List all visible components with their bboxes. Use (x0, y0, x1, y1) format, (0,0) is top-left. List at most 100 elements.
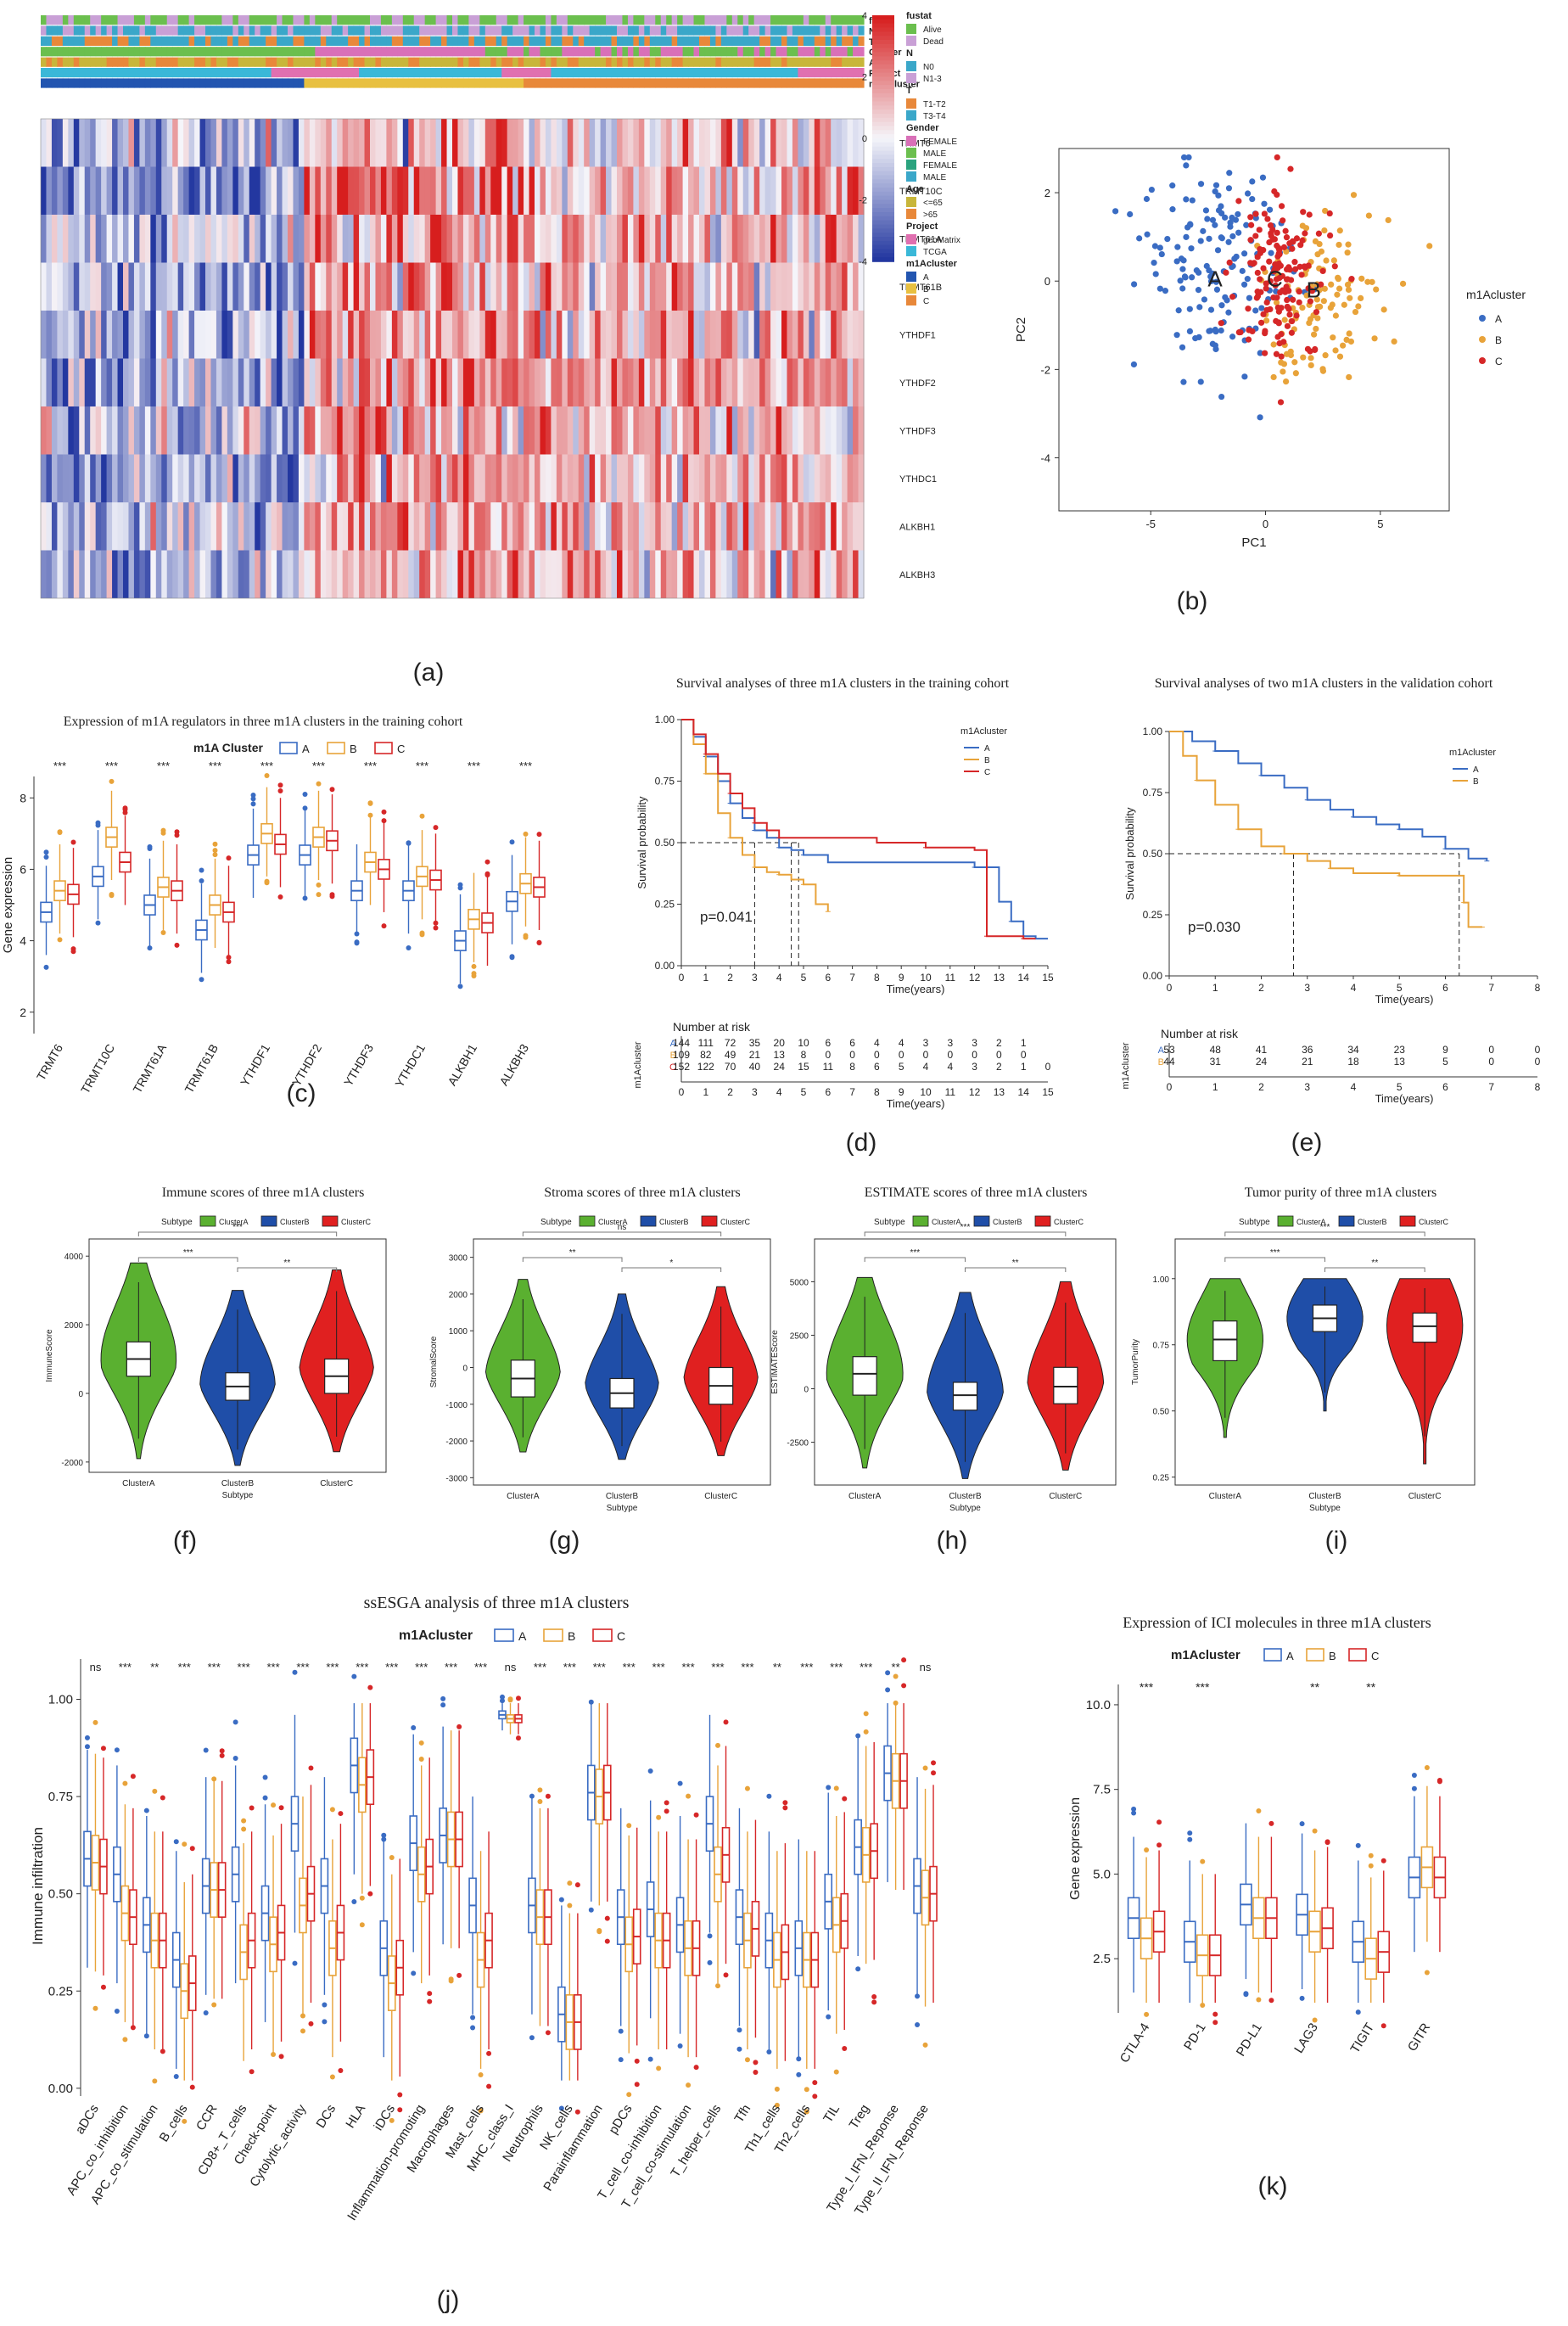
heatmap-cell (671, 454, 678, 502)
heatmap-cell (359, 262, 366, 311)
track-cell (627, 15, 634, 25)
heatmap-cell (518, 502, 524, 551)
track-cell (353, 25, 360, 36)
track-cell (133, 57, 140, 67)
risk-row-name: A (1158, 1045, 1165, 1056)
box-CTLA-4-B-outlier (1144, 2011, 1150, 2017)
box-YTHDF2-B-outlier (316, 892, 322, 898)
heatmap-cell (512, 358, 519, 406)
pca-point-B (1308, 355, 1314, 362)
heatmap-cell (573, 262, 580, 311)
heatmap-cell (567, 550, 574, 598)
heatmap-cell (424, 502, 431, 551)
track-cell (535, 68, 541, 78)
legend-box-A (1263, 1648, 1282, 1662)
legend-dot-B (1479, 336, 1486, 343)
track-cell (79, 68, 86, 78)
track-cell (337, 68, 344, 78)
heatmap-cell (825, 454, 832, 502)
heatmap-cell (271, 119, 277, 167)
heatmap-cell (479, 550, 486, 598)
heatmap-cell (375, 215, 382, 263)
heatmap-cell (776, 166, 782, 215)
significance-label: *** (741, 1661, 753, 1673)
heatmap-cell (644, 262, 651, 311)
box-Neutrophils-B-outlier (537, 1787, 543, 1793)
heatmap-cell (457, 311, 464, 359)
heatmap-cell (462, 550, 469, 598)
box-Mast_cells-A-outlier (470, 2015, 476, 2021)
heatmap-cell (764, 119, 771, 167)
track-cell (847, 15, 854, 25)
track-cell (617, 47, 624, 57)
heatmap-cell (731, 215, 738, 263)
track-cell (858, 78, 865, 88)
heatmap-cell (128, 262, 135, 311)
heatmap-cell (166, 550, 173, 598)
track-cell (408, 78, 415, 88)
heatmap-cell (484, 311, 491, 359)
heatmap-cell (244, 550, 250, 598)
track-cell (715, 36, 722, 46)
heatmap-cell (764, 215, 771, 263)
track-cell (51, 78, 58, 88)
heatmap-cell (408, 502, 415, 551)
heatmap-cell (501, 550, 508, 598)
track-cell (123, 36, 130, 46)
heatmap-cell (644, 119, 651, 167)
heatmap-cell (342, 311, 349, 359)
track-cell (473, 57, 480, 67)
track-cell (551, 47, 557, 57)
heatmap-cell (644, 550, 651, 598)
track-cell (435, 57, 442, 67)
heatmap-cell (589, 406, 596, 455)
box-aDCs-C-outlier (100, 1746, 106, 1752)
heatmap-cell (348, 119, 355, 167)
heatmap-cell (798, 550, 804, 598)
heatmap-cell (271, 454, 277, 502)
heatmap-cell (133, 358, 140, 406)
heatmap-cell (95, 262, 102, 311)
risk-value: 11 (823, 1061, 834, 1073)
heatmap-cell (101, 550, 108, 598)
track-cell (617, 15, 624, 25)
legend-label: N1-3 (923, 75, 942, 84)
heatmap-cell (490, 550, 497, 598)
heatmap-cell (413, 262, 420, 311)
heatmap-cell (847, 119, 854, 167)
heatmap-cell (133, 406, 140, 455)
heatmap-cell (501, 215, 508, 263)
heatmap-cell (133, 550, 140, 598)
legend-label-C: C (1495, 356, 1503, 367)
track-cell (836, 36, 843, 46)
heatmap-cell (638, 166, 645, 215)
track-cell (457, 47, 464, 57)
pca-point-A (1164, 236, 1171, 243)
heatmap-cell (435, 262, 442, 311)
heatmap-cell (518, 358, 524, 406)
track-cell (177, 36, 184, 46)
heatmap-cell (282, 454, 288, 502)
heatmap-cell (68, 454, 75, 502)
pca-point-C (1229, 294, 1236, 300)
track-cell (309, 25, 316, 36)
track-cell (106, 15, 113, 25)
panel-label-j: (j) (437, 2286, 460, 2314)
heatmap-cell (473, 311, 480, 359)
heatmap-cell (101, 119, 108, 167)
track-cell (172, 57, 179, 67)
pca-point-B (1299, 305, 1306, 311)
heatmap-cell (446, 358, 453, 406)
box-Check-point-B-outlier (271, 2051, 277, 2057)
legend-title-Project: Project (906, 221, 938, 232)
track-cell (660, 15, 667, 25)
track-cell (462, 15, 469, 25)
heatmap-cell (359, 550, 366, 598)
legend-swatch-ClusterC (322, 1215, 339, 1227)
heatmap-cell (709, 406, 716, 455)
track-cell (139, 78, 146, 88)
track-cell (764, 78, 771, 88)
track-cell (660, 36, 667, 46)
heatmap-cell (139, 406, 146, 455)
box-HLA-C-outlier (367, 1684, 373, 1690)
